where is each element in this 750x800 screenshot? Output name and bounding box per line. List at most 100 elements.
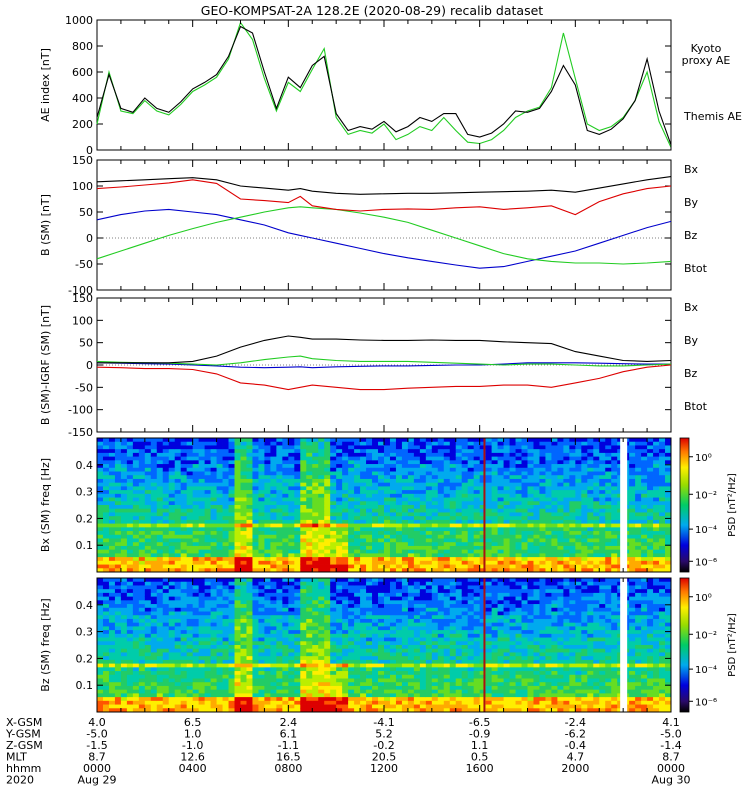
spectrogram-cell bbox=[593, 516, 600, 521]
spectrogram-cell bbox=[97, 560, 104, 565]
spectrogram-cell bbox=[126, 633, 134, 638]
spectrogram-cell bbox=[240, 512, 247, 517]
spectrogram-cell bbox=[216, 512, 223, 517]
spectrogram-cell bbox=[246, 449, 253, 454]
spectrogram-cell bbox=[348, 596, 355, 601]
spectrogram-cell bbox=[497, 497, 504, 502]
spectrogram-cell bbox=[306, 600, 313, 605]
spectrogram-cell bbox=[198, 523, 206, 528]
spectrogram-cell bbox=[294, 611, 301, 616]
spectrogram-cell bbox=[395, 523, 403, 528]
spectrogram-cell bbox=[258, 671, 265, 676]
spectrogram-cell bbox=[372, 497, 379, 502]
spectrogram-cell bbox=[503, 538, 510, 543]
spectrogram-cell bbox=[473, 557, 481, 562]
spectrogram-cell bbox=[599, 545, 606, 551]
spectrogram-cell bbox=[102, 663, 110, 668]
spectrogram-cell bbox=[246, 578, 253, 583]
spectrogram-cell bbox=[288, 464, 295, 469]
spectrogram-cell bbox=[276, 704, 283, 709]
spectrogram-cell bbox=[587, 505, 594, 510]
spectrogram-cell bbox=[413, 490, 421, 495]
spectrogram-cell bbox=[192, 693, 200, 698]
spectrogram-cell bbox=[437, 516, 445, 521]
spectrogram-cell bbox=[102, 549, 110, 554]
spectrogram-cell bbox=[348, 445, 355, 450]
spectrogram-cell bbox=[653, 527, 660, 532]
spectrogram-cell bbox=[138, 578, 146, 583]
spectrogram-cell bbox=[384, 560, 391, 565]
spectrogram-cell bbox=[180, 512, 188, 517]
spectrogram-cell bbox=[126, 527, 134, 532]
spectrogram-cell bbox=[204, 682, 212, 687]
spectrogram-cell bbox=[186, 456, 194, 461]
spectrogram-cell bbox=[270, 553, 277, 558]
spectrogram-cell bbox=[312, 674, 319, 679]
spectrogram-cell bbox=[485, 490, 493, 495]
spectrogram-cell bbox=[467, 482, 475, 487]
spectrogram-cell bbox=[641, 519, 648, 525]
spectrogram-cell bbox=[461, 557, 469, 562]
spectrogram-cell bbox=[252, 615, 259, 620]
spectrogram-cell bbox=[97, 519, 104, 525]
spectrogram-cell bbox=[312, 449, 319, 454]
spectrogram-cell bbox=[312, 553, 319, 558]
spectrogram-cell bbox=[120, 508, 128, 513]
spectrogram-cell bbox=[97, 471, 104, 476]
spectrogram-cell bbox=[413, 456, 421, 461]
spectrogram-cell bbox=[348, 659, 355, 665]
spectrogram-cell bbox=[300, 697, 307, 702]
spectrogram-cell bbox=[234, 501, 241, 506]
spectrogram-cell bbox=[312, 441, 319, 446]
spectrogram-cell bbox=[120, 697, 128, 702]
spectrogram-cell bbox=[186, 604, 194, 609]
spectrogram-cell bbox=[569, 527, 576, 532]
spectrogram-cell bbox=[395, 493, 403, 498]
spectrogram-cell bbox=[354, 445, 361, 450]
spectrogram-cell bbox=[138, 637, 146, 642]
spectrogram-cell bbox=[665, 441, 672, 446]
spectrogram-cell bbox=[629, 438, 636, 443]
spectrogram-cell bbox=[258, 531, 265, 536]
spectrogram-cell bbox=[401, 519, 409, 525]
spectrogram-cell bbox=[162, 475, 170, 480]
spectrogram-cell bbox=[174, 490, 182, 495]
spectrogram-cell bbox=[294, 490, 301, 495]
spectrogram-cell bbox=[419, 531, 427, 536]
spectrogram-cell bbox=[437, 464, 445, 469]
spectrogram-cell bbox=[473, 501, 481, 506]
spectrogram-cell bbox=[108, 460, 116, 465]
spectrogram-cell bbox=[336, 486, 343, 491]
spectrogram-cell bbox=[294, 667, 301, 672]
spectrogram-cell bbox=[461, 456, 469, 461]
spectrogram-cell bbox=[252, 671, 259, 676]
spectrogram-cell bbox=[366, 534, 373, 539]
spectrogram-cell bbox=[234, 534, 241, 539]
spectrogram-cell bbox=[132, 557, 140, 562]
spectrogram-cell bbox=[210, 671, 217, 676]
spectrogram-cell bbox=[336, 549, 343, 554]
spectrogram-cell bbox=[527, 441, 534, 446]
spectrogram-cell bbox=[108, 618, 116, 624]
spectrogram-cell bbox=[114, 689, 122, 694]
spectrogram-cell bbox=[569, 564, 576, 569]
spectrogram-cell bbox=[264, 452, 271, 458]
spectrogram-cell bbox=[102, 456, 110, 461]
spectrogram-cell bbox=[665, 452, 672, 458]
spectrogram-cell bbox=[150, 607, 158, 612]
spectrogram-cell bbox=[288, 557, 295, 562]
spectrogram-cell bbox=[384, 486, 391, 491]
spectrogram-cell bbox=[192, 648, 200, 653]
spectrogram-cell bbox=[521, 456, 528, 461]
spectrogram-cell bbox=[629, 527, 636, 532]
spectrogram-cell bbox=[276, 611, 283, 616]
spectrogram-cell bbox=[306, 607, 313, 612]
spectrogram-cell bbox=[234, 478, 241, 484]
spectrogram-cell bbox=[503, 501, 510, 506]
spectrogram-cell bbox=[288, 460, 295, 465]
spectrogram-cell bbox=[138, 464, 146, 469]
spectrogram-cell bbox=[372, 452, 379, 458]
spectrogram-cell bbox=[312, 557, 319, 562]
spectrogram-cell bbox=[246, 501, 253, 506]
spectrogram-cell bbox=[413, 512, 421, 517]
